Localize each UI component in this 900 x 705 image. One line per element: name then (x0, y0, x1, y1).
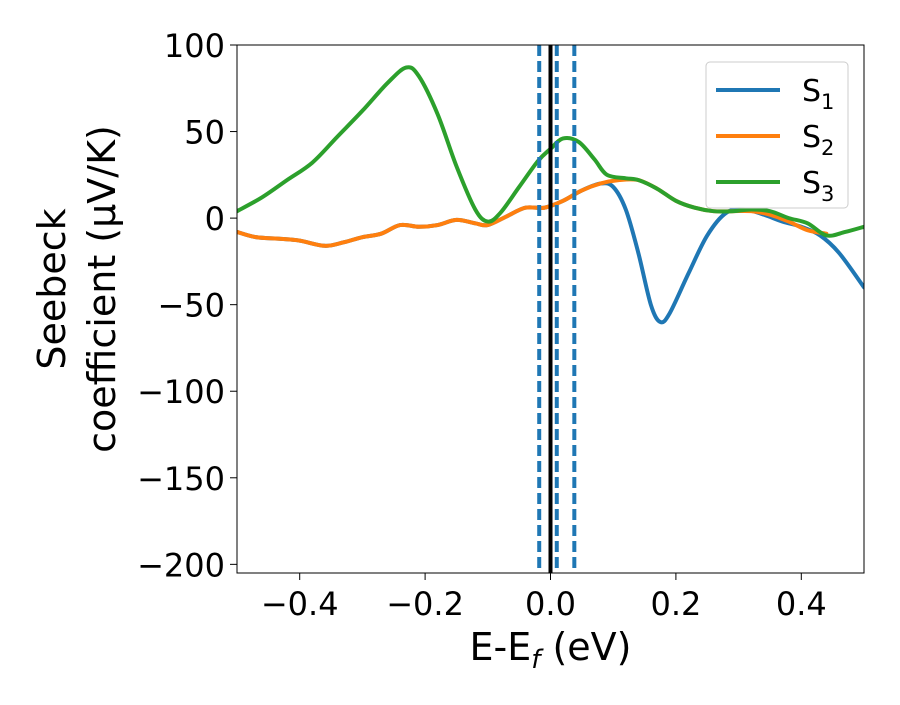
series-line-s3 (237, 65, 864, 238)
x-tick-label: 0.4 (776, 585, 827, 623)
legend-label-s1: S1 (802, 74, 834, 114)
legend-label-sub: 1 (821, 90, 834, 114)
legend-label-main: S (802, 166, 821, 201)
y-axis: 100 50 0 −50 −100 −150 −200 (137, 27, 237, 584)
y-tick-label: 100 (164, 27, 225, 65)
legend-label-sub: 3 (821, 182, 834, 206)
x-axis-label: E-Ef (eV) (470, 625, 632, 675)
x-axis-label-unit: (eV) (540, 625, 631, 669)
y-axis-label-line2: coefficient (μV/K) (80, 125, 124, 453)
y-tick-label: −200 (137, 546, 225, 584)
legend-label-s3: S3 (802, 166, 834, 206)
y-axis-label: Seebeck coefficient (μV/K) (30, 125, 124, 453)
y-tick-label: −100 (137, 373, 225, 411)
y-axis-label-line1: Seebeck (30, 208, 74, 369)
x-tick-label: −0.4 (261, 585, 339, 623)
legend-label-sub: 2 (821, 136, 834, 160)
x-tick-label: 0.0 (525, 585, 576, 623)
y-tick-label: −150 (137, 460, 225, 498)
y-tick-label: −50 (157, 287, 225, 325)
y-tick-label: 0 (205, 200, 225, 238)
x-tick-label: −0.2 (386, 585, 464, 623)
x-axis-label-main: E-E (470, 625, 532, 669)
legend-label-main: S (802, 120, 821, 155)
plot-lines-layer (237, 45, 864, 573)
legend-label-main: S (802, 74, 821, 109)
legend-label-s2: S2 (802, 120, 834, 160)
x-axis: −0.4 −0.2 0.0 0.2 0.4 (261, 573, 827, 623)
x-tick-label: 0.2 (650, 585, 701, 623)
y-tick-label: 50 (184, 114, 225, 152)
